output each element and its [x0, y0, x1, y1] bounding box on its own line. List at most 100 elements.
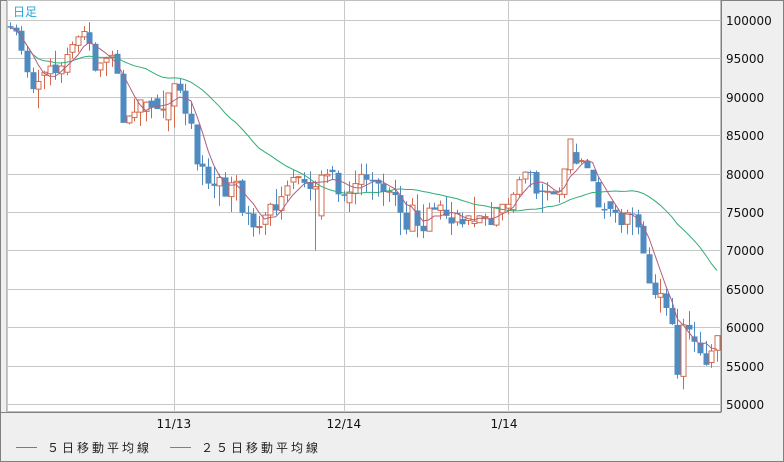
x-tick-label: 1/14 [490, 417, 518, 431]
candle-body-down [612, 209, 619, 213]
period-label: 日足 [13, 5, 38, 19]
candle-body-up [318, 174, 325, 217]
candle-body-up [69, 44, 76, 53]
candle-body-down [629, 213, 636, 215]
candle-body-up [624, 212, 631, 225]
candle-body-down [448, 217, 455, 224]
x-tick-label: 11/13 [156, 417, 192, 431]
candle-body-down [488, 218, 495, 226]
y-tick-label: 55000 [726, 359, 765, 374]
candle-body-down [635, 214, 642, 228]
candle-body-up [680, 324, 687, 377]
candle-body-up [505, 203, 512, 209]
candle-body-up [165, 92, 172, 121]
candle-body-up [567, 138, 574, 171]
ma5-line [9, 27, 718, 350]
candle-body-up [160, 108, 167, 111]
candle-body-up [386, 190, 393, 193]
candle-body-up [471, 220, 478, 225]
candle-body-down [211, 183, 218, 186]
candle-body-down [7, 26, 14, 28]
y-tick-label: 50000 [726, 397, 765, 412]
candle-body-down [154, 98, 161, 110]
candle-body-up [708, 350, 715, 364]
candle-body-down [539, 190, 546, 193]
candle-body-down [307, 182, 314, 189]
candle-body-down [414, 210, 421, 226]
ma25-swatch-icon [170, 447, 192, 448]
candle-body-down [86, 32, 93, 44]
legend-label-ma25: ２５日移動平均線 [201, 441, 322, 455]
candle-body-down [595, 182, 602, 208]
legend: ５日移動平均線 ２５日移動平均線 [16, 439, 339, 456]
candle-body-up [295, 176, 302, 179]
candle-body-down [341, 194, 348, 196]
candle-body-down [205, 166, 212, 184]
y-tick-label: 65000 [726, 282, 765, 297]
y-tick-label: 85000 [726, 128, 765, 143]
candle-body-up [561, 168, 568, 195]
candle-body-up [58, 65, 65, 75]
candle-body-up [499, 203, 506, 214]
candle-body-up [409, 204, 416, 232]
candle-body-down [686, 324, 693, 330]
candle-body-up [290, 176, 297, 183]
candle-body-down [640, 225, 647, 254]
candle-body-down [618, 212, 625, 226]
candle-body-up [544, 190, 551, 193]
candle-body-down [182, 90, 189, 114]
candle-body-up [284, 185, 291, 196]
candle-body-down [646, 254, 653, 284]
candle-body-up [476, 215, 483, 224]
candle-body-down [199, 163, 206, 167]
candle-body-up [352, 183, 359, 195]
candle-body-down [369, 179, 376, 182]
candle-body-down [601, 208, 608, 211]
candle-body-down [148, 100, 155, 108]
candle-body-up [516, 179, 523, 195]
candle-body-down [674, 324, 681, 375]
candle-body-down [590, 169, 597, 182]
x-tick-label: 12/14 [326, 417, 362, 431]
candle-body-down [18, 30, 25, 51]
ma5-swatch-icon [16, 447, 37, 448]
candle-body-up [482, 216, 489, 219]
candle-body-down [239, 180, 246, 213]
candle-body-up [262, 214, 269, 225]
candle-body-down [13, 27, 20, 32]
candle-body-down [669, 308, 676, 325]
candle-body-up [267, 203, 274, 216]
candle-body-up [522, 171, 529, 180]
candle-body-down [403, 212, 410, 230]
candle-body-up [346, 191, 353, 204]
y-tick-label: 90000 [726, 90, 765, 105]
candle-body-down [663, 293, 670, 308]
candle-body-up [171, 83, 178, 107]
candle-body-up [81, 31, 88, 38]
candle-body-down [652, 282, 659, 295]
candle-body-down [245, 212, 252, 214]
candle-body-down [420, 225, 427, 232]
candle-body-up [578, 160, 585, 163]
candle-body-down [188, 113, 195, 124]
candle-body-down [584, 161, 591, 169]
candle-body-up [233, 180, 240, 184]
candle-body-up [657, 292, 664, 298]
candle-body-down [194, 124, 201, 165]
candle-body-down [301, 178, 308, 183]
legend-label-ma5: ５日移動平均線 [47, 441, 153, 455]
candle-body-down [397, 195, 404, 213]
candle-body-up [312, 186, 319, 190]
plot-area [6, 0, 722, 413]
y-tick-label: 70000 [726, 243, 765, 258]
candle-body-down [177, 83, 184, 91]
candle-body-up [109, 54, 116, 58]
candle-body-up [358, 173, 365, 185]
candle-body-down [550, 191, 557, 195]
candle-body-down [273, 204, 280, 211]
legend-item-ma5: ５日移動平均線 [16, 439, 152, 456]
candle-body-up [97, 62, 104, 71]
y-tick-label: 75000 [726, 205, 765, 220]
candle-body-up [103, 57, 110, 63]
